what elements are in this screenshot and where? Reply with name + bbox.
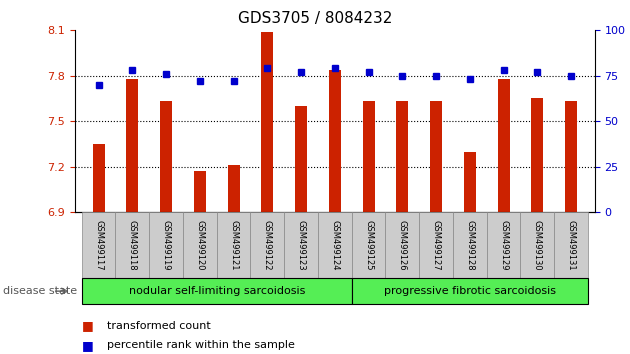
Text: GSM499129: GSM499129 (499, 220, 508, 270)
Bar (284, 212, 318, 278)
Text: GSM499120: GSM499120 (195, 220, 204, 270)
Text: GSM499119: GSM499119 (161, 220, 171, 270)
Bar (127, 79, 138, 212)
Text: GSM499117: GSM499117 (94, 220, 103, 270)
Bar (261, 32, 273, 212)
Bar (498, 79, 510, 212)
Text: GSM499123: GSM499123 (297, 220, 306, 270)
Bar (183, 212, 217, 278)
Bar (352, 278, 588, 304)
Text: GSM499122: GSM499122 (263, 220, 272, 270)
Bar (532, 98, 543, 212)
Text: transformed count: transformed count (107, 321, 211, 331)
Text: ■: ■ (82, 339, 94, 352)
Text: GSM499126: GSM499126 (398, 220, 407, 270)
Bar (430, 102, 442, 212)
Text: GSM499118: GSM499118 (128, 220, 137, 270)
Text: GSM499128: GSM499128 (466, 220, 474, 270)
Bar (160, 102, 172, 212)
Bar (419, 212, 453, 278)
Bar (227, 165, 239, 212)
Text: GSM499131: GSM499131 (566, 220, 576, 270)
Text: progressive fibrotic sarcoidosis: progressive fibrotic sarcoidosis (384, 286, 556, 296)
Bar (194, 171, 206, 212)
Bar (251, 212, 284, 278)
Bar (520, 212, 554, 278)
Bar (329, 70, 341, 212)
Bar (115, 212, 149, 278)
Bar (318, 212, 352, 278)
Text: nodular self-limiting sarcoidosis: nodular self-limiting sarcoidosis (129, 286, 305, 296)
Text: disease state: disease state (3, 286, 77, 296)
Text: GSM499124: GSM499124 (330, 220, 340, 270)
Text: ■: ■ (82, 319, 94, 332)
Text: GSM499127: GSM499127 (432, 220, 440, 270)
Bar (352, 212, 386, 278)
Text: GDS3705 / 8084232: GDS3705 / 8084232 (238, 11, 392, 25)
Text: GSM499125: GSM499125 (364, 220, 373, 270)
Bar (217, 212, 251, 278)
Bar (464, 152, 476, 212)
Bar (363, 102, 374, 212)
Text: percentile rank within the sample: percentile rank within the sample (107, 340, 295, 350)
Bar (565, 102, 577, 212)
Bar (386, 212, 419, 278)
Bar (82, 212, 115, 278)
Bar (453, 212, 487, 278)
Bar (487, 212, 520, 278)
Bar (554, 212, 588, 278)
Bar (93, 144, 105, 212)
Bar (149, 212, 183, 278)
Bar (295, 106, 307, 212)
Bar (82, 278, 352, 304)
Text: GSM499130: GSM499130 (533, 220, 542, 270)
Bar (396, 102, 408, 212)
Text: GSM499121: GSM499121 (229, 220, 238, 270)
